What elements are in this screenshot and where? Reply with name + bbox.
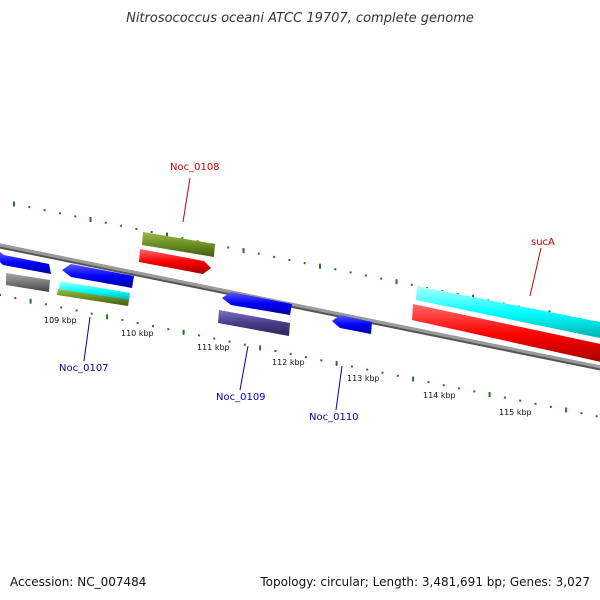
leader-noc0110 <box>335 365 343 411</box>
leader-suca <box>529 247 542 297</box>
rna-feature-suca <box>416 286 600 338</box>
feature-gray <box>6 273 50 292</box>
leader-noc0108 <box>182 177 191 223</box>
cds-arrow-noc0110 <box>332 315 372 334</box>
feature-slate-noc0109 <box>218 310 290 336</box>
genome-backbone <box>0 243 600 369</box>
tick-label-112: 112 kbp <box>272 358 305 367</box>
leader-noc0107 <box>83 316 91 362</box>
rna-feature-noc0107 <box>59 281 130 301</box>
tick-label-110: 110 kbp <box>121 329 154 338</box>
tick-label-115: 115 kbp <box>499 408 532 417</box>
gene-label-noc0108[interactable]: Noc_0108 <box>170 162 220 173</box>
cds-arrow-suca <box>412 304 600 362</box>
gene-label-noc0110[interactable]: Noc_0110 <box>309 412 359 423</box>
cds-arrow-noc0109 <box>222 292 292 315</box>
genome-summary-text: Topology: circular; Length: 3,481,691 bp… <box>259 575 590 589</box>
gene-label-noc0109[interactable]: Noc_0109 <box>216 392 266 403</box>
tick-label-111: 111 kbp <box>197 343 230 352</box>
feature-olive-noc0108 <box>142 232 215 257</box>
cds-arrow-noc0107 <box>62 264 134 288</box>
gene-label-noc0107[interactable]: Noc_0107 <box>59 363 109 374</box>
accession-text: Accession: NC_007484 <box>10 575 146 589</box>
tick-label-113: 113 kbp <box>347 374 380 383</box>
gene-label-suca[interactable]: sucA <box>531 237 555 248</box>
tick-label-109: 109 kbp <box>44 316 77 325</box>
feature-olive-noc0107 <box>57 289 129 306</box>
inner-dot-ring <box>0 294 598 418</box>
tick-label-114: 114 kbp <box>423 391 456 400</box>
leader-noc0109 <box>239 345 249 391</box>
cds-arrow-noc0108 <box>139 249 211 274</box>
map-title: Nitrosococcus oceani ATCC 19707, complet… <box>126 11 474 26</box>
cds-arrow-left-edge <box>0 252 51 274</box>
